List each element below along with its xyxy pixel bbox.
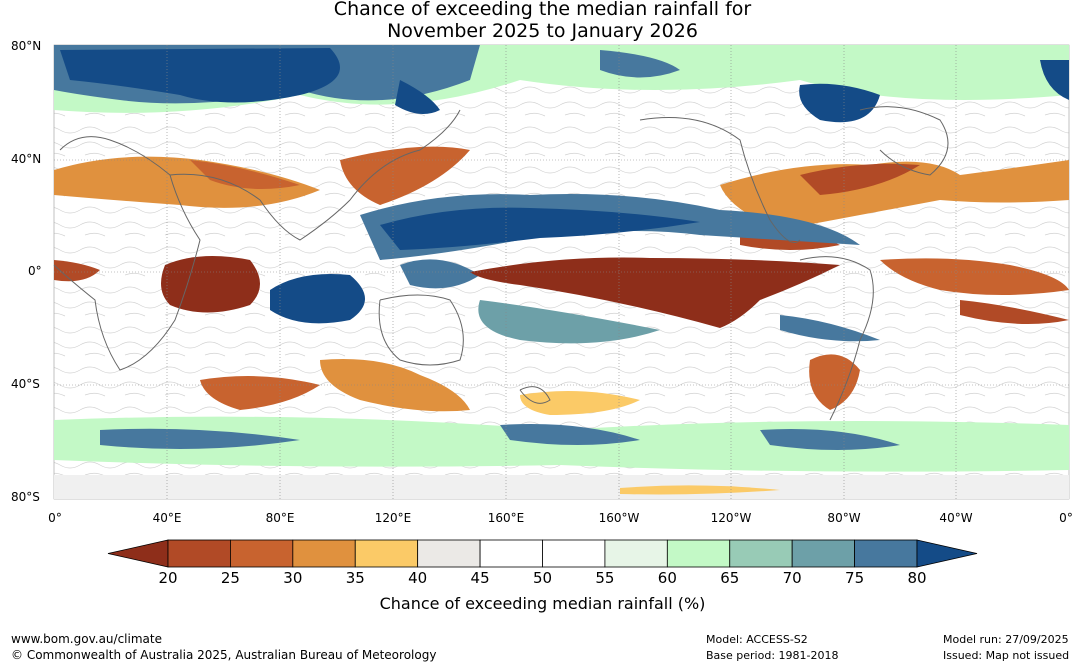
colorbar-tick-label: 50 bbox=[532, 569, 553, 587]
colorbar-swatch bbox=[729, 539, 793, 568]
footer-base-period: Base period: 1981-2018 bbox=[706, 649, 839, 662]
lon-label-120e: 120°E bbox=[374, 511, 412, 525]
colorbar-swatch bbox=[479, 539, 543, 568]
lon-label-40e: 40°E bbox=[152, 511, 182, 525]
rainfall-map bbox=[53, 44, 1070, 500]
map-title-line1: Chance of exceeding the median rainfall … bbox=[333, 0, 752, 20]
colorbar-swatch bbox=[666, 539, 731, 568]
colorbar-swatch bbox=[417, 539, 481, 568]
lat-label-0: 0° bbox=[28, 264, 42, 278]
lat-label-40n: 40°N bbox=[11, 152, 42, 166]
map-title-line2: November 2025 to January 2026 bbox=[387, 20, 698, 42]
colorbar-swatch bbox=[854, 539, 918, 568]
colorbar bbox=[107, 539, 978, 568]
rainfall-contours bbox=[54, 45, 1069, 499]
lon-label-0: 0° bbox=[48, 511, 62, 525]
colorbar-swatch bbox=[354, 539, 419, 568]
lon-label-80w: 80°W bbox=[827, 511, 861, 525]
lon-label-160w: 160°W bbox=[598, 511, 640, 525]
lat-label-40s: 40°S bbox=[11, 377, 40, 391]
colorbar-tick-label: 80 bbox=[907, 569, 927, 587]
footer-copyright: © Commonwealth of Australia 2025, Austra… bbox=[11, 648, 437, 662]
colorbar-tick-label: 70 bbox=[782, 569, 802, 587]
colorbar-label: Chance of exceeding median rainfall (%) bbox=[379, 594, 706, 613]
footer-url: www.bom.gov.au/climate bbox=[11, 632, 162, 646]
lon-label-160e: 160°E bbox=[487, 511, 525, 525]
footer-issued: Issued: Map not issued bbox=[943, 649, 1070, 662]
colorbar-swatch bbox=[167, 539, 231, 568]
colorbar-tick-label: 55 bbox=[595, 569, 615, 587]
footer-model: Model: ACCESS-S2 bbox=[706, 633, 808, 646]
coastlines bbox=[53, 106, 949, 421]
colorbar-tick-label: 65 bbox=[720, 569, 740, 587]
colorbar-swatch bbox=[230, 539, 294, 568]
lon-label-120w: 120°W bbox=[710, 511, 752, 525]
colorbar-arrow-high bbox=[916, 539, 978, 568]
colorbar-tick-label: 45 bbox=[470, 569, 490, 587]
lat-label-80n: 80°N bbox=[11, 39, 42, 53]
graticule bbox=[54, 45, 1069, 499]
lon-label-40w: 40°W bbox=[939, 511, 973, 525]
colorbar-swatch bbox=[542, 539, 606, 568]
lon-label-0-east: 0° bbox=[1059, 511, 1073, 525]
colorbar-tick-label: 35 bbox=[345, 569, 365, 587]
colorbar-tick-label: 25 bbox=[220, 569, 240, 587]
colorbar-tick-label: 40 bbox=[408, 569, 428, 587]
colorbar-tick-label: 60 bbox=[657, 569, 677, 587]
lon-label-80e: 80°E bbox=[265, 511, 295, 525]
colorbar-tick-label: 75 bbox=[845, 569, 865, 587]
colorbar-swatch bbox=[292, 539, 356, 568]
colorbar-tick-label: 30 bbox=[283, 569, 303, 587]
colorbar-tick-label: 20 bbox=[158, 569, 178, 587]
colorbar-swatch bbox=[604, 539, 668, 568]
lat-label-80s: 80°S bbox=[11, 490, 40, 504]
colorbar-swatch bbox=[791, 539, 855, 568]
colorbar-arrow-low bbox=[107, 539, 169, 568]
footer-model-run: Model run: 27/09/2025 bbox=[943, 633, 1069, 646]
